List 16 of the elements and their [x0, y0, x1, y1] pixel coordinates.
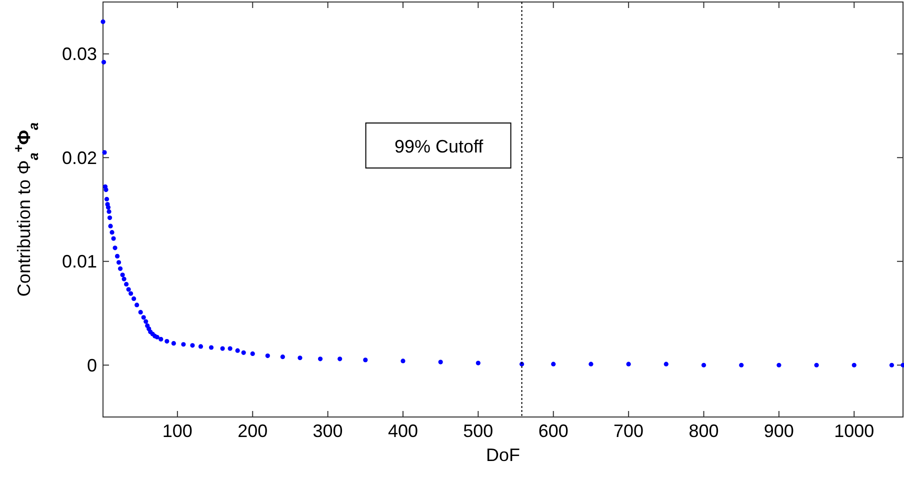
x-tick-label: 500 [463, 421, 494, 441]
x-tick-label: 600 [538, 421, 568, 441]
x-axis-title: DoF [486, 445, 520, 465]
x-tick-label: 200 [238, 421, 268, 441]
y-tick-label: 0.02 [62, 148, 97, 168]
x-tick-label: 800 [688, 421, 719, 441]
y-tick-label: 0 [86, 355, 97, 376]
y-tick-label: 0.01 [62, 252, 97, 272]
ref-line-label: 99% Cutoff [394, 136, 484, 156]
x-tick-label: 1000 [834, 421, 874, 441]
x-tick-label: 100 [162, 421, 192, 441]
x-tick-label: 300 [312, 421, 343, 441]
y-tick-label: 0.03 [62, 44, 97, 64]
x-tick-label: 700 [614, 421, 644, 441]
x-tick-label: 900 [764, 421, 794, 441]
x-tick-label: 400 [388, 421, 418, 441]
